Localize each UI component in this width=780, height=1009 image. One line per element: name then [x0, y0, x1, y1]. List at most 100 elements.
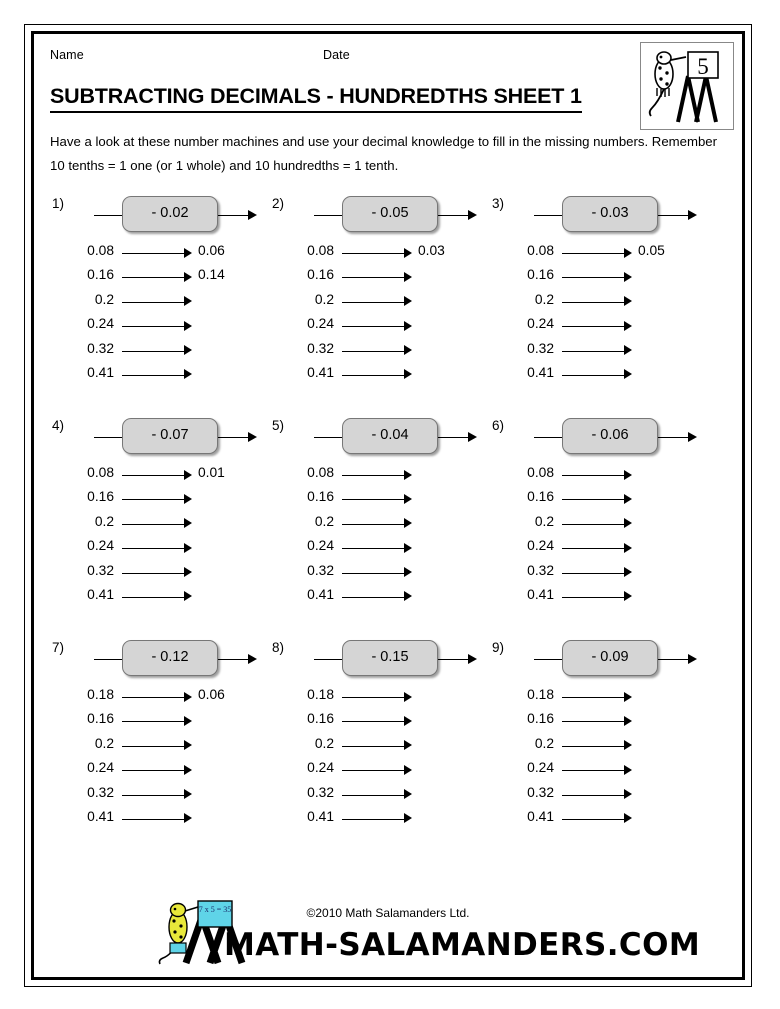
- row-arrow-line: [342, 745, 406, 747]
- row-arrow-icon: [404, 296, 412, 307]
- machine-input-line: [314, 437, 342, 438]
- input-value: 0.2: [534, 513, 554, 529]
- value-row: 0.24: [272, 536, 500, 560]
- value-row: 0.32: [272, 561, 500, 585]
- row-arrow-line: [562, 596, 626, 598]
- machine-arrow-icon: [248, 209, 257, 220]
- input-value: 0.24: [307, 760, 334, 776]
- row-arrow-line: [122, 326, 186, 328]
- name-label: Name: [50, 48, 84, 62]
- problem-number: 5): [272, 418, 285, 433]
- row-arrow-line: [122, 721, 186, 723]
- problem-number: 7): [52, 640, 65, 655]
- input-value: 0.24: [307, 316, 334, 332]
- problem-number: 8): [272, 640, 285, 655]
- row-arrow-line: [122, 794, 186, 796]
- row-arrow-line: [122, 697, 186, 698]
- number-machine: - 0.04: [302, 415, 492, 459]
- value-row: 0.08 0.06: [52, 241, 280, 265]
- output-value[interactable]: 0.06: [198, 687, 225, 702]
- row-arrow-icon: [184, 567, 192, 578]
- input-value: 0.16: [307, 711, 334, 727]
- machine-output-line: [218, 659, 250, 660]
- row-arrow-line: [562, 301, 626, 303]
- row-arrow-line: [342, 770, 406, 772]
- value-rows: 0.08 0.16 0.2 0.24 0.32 0.41: [272, 463, 500, 609]
- machine-input-line: [94, 659, 122, 660]
- row-arrow-icon: [404, 320, 412, 331]
- problem-number: 1): [52, 196, 65, 211]
- problem-row: 4) - 0.07 0.08 0.01 0.16 0.2 0.24 0.32 0.41 5) - …: [38, 415, 738, 637]
- value-row: 0.18 0.06: [52, 685, 280, 709]
- value-row: 0.41: [272, 363, 500, 387]
- value-row: 0.41: [492, 807, 720, 831]
- input-value: 0.41: [307, 364, 334, 380]
- value-row: 0.2: [272, 512, 500, 536]
- row-arrow-icon: [184, 271, 192, 282]
- input-value: 0.32: [527, 784, 554, 800]
- number-machine: - 0.03: [522, 193, 712, 237]
- input-value: 0.41: [87, 364, 114, 380]
- value-rows: 0.18 0.16 0.2 0.24 0.32 0.41: [492, 685, 720, 831]
- input-value: 0.2: [314, 513, 334, 529]
- row-arrow-icon: [184, 542, 192, 553]
- output-value[interactable]: 0.06: [198, 243, 225, 258]
- input-value: 0.16: [527, 267, 554, 283]
- row-arrow-line: [562, 523, 626, 525]
- problem-2: 2) - 0.05 0.08 0.03 0.16 0.2 0.24 0.32 0.41: [272, 193, 500, 405]
- output-value[interactable]: 0.03: [418, 243, 445, 258]
- problem-4: 4) - 0.07 0.08 0.01 0.16 0.2 0.24 0.32 0.41: [52, 415, 280, 627]
- row-arrow-line: [342, 794, 406, 796]
- number-machine: - 0.05: [302, 193, 492, 237]
- problem-row: 7) - 0.12 0.18 0.06 0.16 0.2 0.24 0.32 0.41 8) - …: [38, 637, 738, 859]
- value-row: 0.18: [492, 685, 720, 709]
- problem-number: 3): [492, 196, 505, 211]
- row-arrow-icon: [184, 591, 192, 602]
- row-arrow-icon: [624, 715, 632, 726]
- problem-7: 7) - 0.12 0.18 0.06 0.16 0.2 0.24 0.32 0.41: [52, 637, 280, 849]
- machine-arrow-icon: [688, 431, 697, 442]
- machine-arrow-icon: [468, 431, 477, 442]
- row-arrow-line: [342, 499, 406, 501]
- value-row: 0.32: [272, 783, 500, 807]
- row-arrow-line: [562, 770, 626, 772]
- value-row: 0.16: [272, 709, 500, 733]
- value-row: 0.32: [52, 783, 280, 807]
- value-row: 0.32: [52, 339, 280, 363]
- row-arrow-icon: [404, 247, 412, 258]
- row-arrow-icon: [184, 296, 192, 307]
- value-row: 0.24: [492, 536, 720, 560]
- value-rows: 0.08 0.05 0.16 0.2 0.24 0.32 0.41: [492, 241, 720, 387]
- output-value[interactable]: 0.05: [638, 243, 665, 258]
- row-arrow-icon: [624, 542, 632, 553]
- machine-operation: - 0.15: [342, 640, 438, 676]
- number-machine: - 0.12: [82, 637, 272, 681]
- input-value: 0.16: [87, 489, 114, 505]
- row-arrow-icon: [624, 493, 632, 504]
- value-row: 0.32: [272, 339, 500, 363]
- row-arrow-line: [562, 374, 626, 376]
- input-value: 0.16: [527, 489, 554, 505]
- output-value[interactable]: 0.14: [198, 267, 225, 283]
- row-arrow-icon: [184, 369, 192, 380]
- copyright-text: ©2010 Math Salamanders Ltd.: [306, 906, 470, 920]
- output-value[interactable]: 0.01: [198, 465, 225, 480]
- input-value: 0.16: [307, 267, 334, 283]
- row-arrow-line: [122, 523, 186, 525]
- input-value: 0.41: [307, 808, 334, 824]
- row-arrow-icon: [404, 271, 412, 282]
- row-arrow-line: [342, 523, 406, 525]
- row-arrow-icon: [184, 247, 192, 258]
- value-row: 0.24: [52, 536, 280, 560]
- row-arrow-icon: [404, 740, 412, 751]
- value-row: 0.41: [272, 585, 500, 609]
- page-footer: ©2010 Math Salamanders Ltd. 7 x 5 = 35: [38, 883, 738, 973]
- problem-6: 6) - 0.06 0.08 0.16 0.2 0.24 0.32 0.41: [492, 415, 720, 627]
- value-row: 0.41: [52, 363, 280, 387]
- logo-board-text: 7 x 5 = 35: [199, 905, 232, 914]
- input-value: 0.16: [87, 267, 114, 283]
- problem-row: 1) - 0.02 0.08 0.06 0.16 0.14 0.2 0.24 0.32 0.41 …: [38, 193, 738, 415]
- row-arrow-line: [342, 721, 406, 723]
- value-row: 0.24: [492, 314, 720, 338]
- row-arrow-line: [122, 818, 186, 820]
